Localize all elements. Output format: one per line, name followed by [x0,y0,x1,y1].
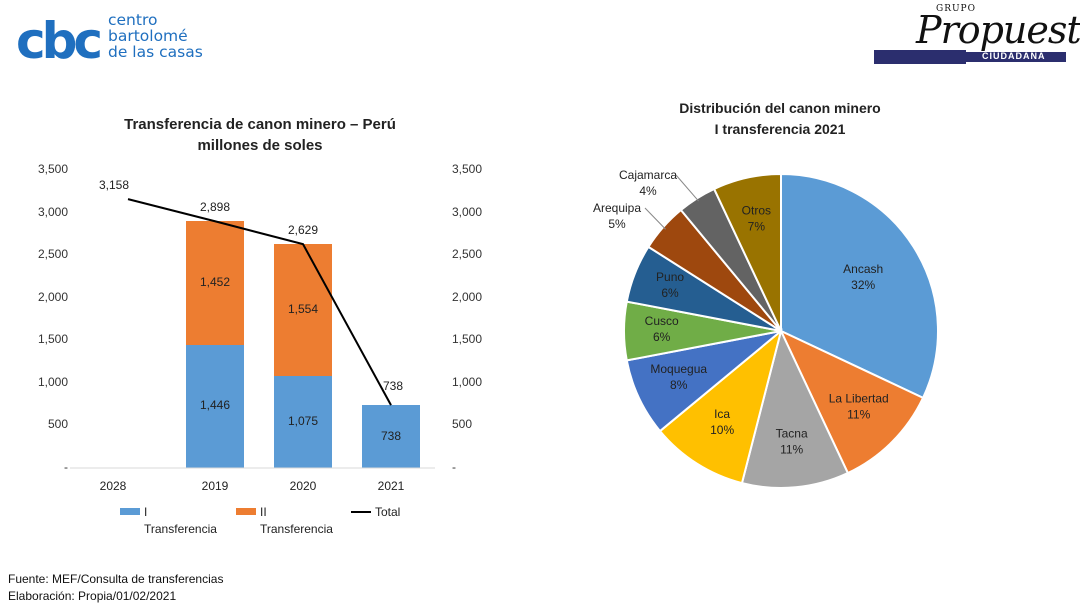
bar-segment: 738 [362,405,420,468]
y-tick-left: 3,500 [37,162,68,176]
bar-value-label: 1,554 [287,302,319,317]
bar-chart-title-line2: millones de soles [197,137,323,154]
pie-chart-title-line2: I transferencia 2021 [714,121,846,137]
source-line: Fuente: MEF/Consulta de transferencias [8,572,224,586]
bar-segment: 1,446 [186,344,244,468]
y-tick-right: 2,000 [452,289,483,304]
total-line [127,198,392,406]
y-tick-left: - [64,460,68,474]
legend-label-line1: I [144,505,148,519]
y-tick-left: 1,000 [37,374,68,389]
x-tick-label: 2019 [201,479,229,493]
bar-value-label: 1,452 [199,275,231,290]
logo-bar-right [966,52,1066,62]
bar-segment: 1,554 [274,244,332,377]
bar-chart-title-line1: Transferencia de canon minero – Perú [124,116,396,133]
y-tick-left: 3,000 [37,204,68,219]
pie-chart-title-line1: Distribución del canon minero [679,100,881,116]
bar-value-label: 1,446 [199,398,231,413]
y-tick-right: 3,500 [452,162,483,176]
legend-swatch [120,508,140,515]
logo-bar-left [874,50,966,64]
logo-ciudadana-text: CIUDADANA [982,51,1046,61]
cbc-logo-mark: cbc [16,12,103,70]
total-value-label: 2,629 [287,223,319,238]
legend-label-line1: Total [375,505,401,519]
total-value-label: 738 [382,379,404,394]
elaboration-line: Elaboración: Propia/01/02/2021 [8,589,177,603]
pie-chart-title: Distribución del canon minero I transfer… [600,98,960,140]
legend-label-line1: II [260,505,267,519]
total-value-label: 3,158 [98,178,130,193]
x-tick-label: 2028 [99,479,127,493]
legend-line-swatch [351,511,371,513]
y-tick-right: 500 [452,417,473,432]
total-value-label: 2,898 [199,200,231,215]
y-tick-left: 2,000 [37,289,68,304]
bar-value-label: 738 [380,428,402,443]
y-tick-right: 1,000 [452,374,483,389]
bar-chart-title: Transferencia de canon minero – Perú mil… [90,114,430,156]
source-note: Fuente: MEF/Consulta de transferencias E… [8,571,223,605]
cbc-logo-line2: bartolomé [108,27,188,45]
cbc-logo-line3: de las casas [108,43,203,61]
legend-label-line2: Transferencia [260,522,333,536]
cbc-logo: cbc centro bartolomé de las casas [16,10,226,68]
grupo-propuesta-logo: GRUPO Propuesta CIUDADANA [874,4,1080,64]
x-tick-label: 2021 [377,479,405,493]
y-tick-left: 1,500 [37,332,68,347]
x-tick-label: 2020 [289,479,317,493]
bar-segment: 1,452 [186,221,244,345]
y-tick-left: 2,500 [37,247,68,262]
logo-grupo-text: GRUPO [936,4,976,14]
cbc-logo-text: centro bartolomé de las casas [108,12,203,60]
legend-label-line2: Transferencia [144,522,217,536]
logo-propuesta-text: Propuesta [916,8,1080,52]
bar-segment: 1,075 [274,376,332,468]
y-tick-right: 2,500 [452,247,483,262]
cbc-logo-line1: centro [108,11,158,29]
bar-value-label: 1,075 [287,414,319,429]
legend-swatch [236,508,256,515]
y-tick-left: 500 [47,417,68,432]
y-tick-right: 1,500 [452,332,483,347]
y-tick-right: 3,000 [452,204,483,219]
y-tick-right: - [452,460,456,474]
